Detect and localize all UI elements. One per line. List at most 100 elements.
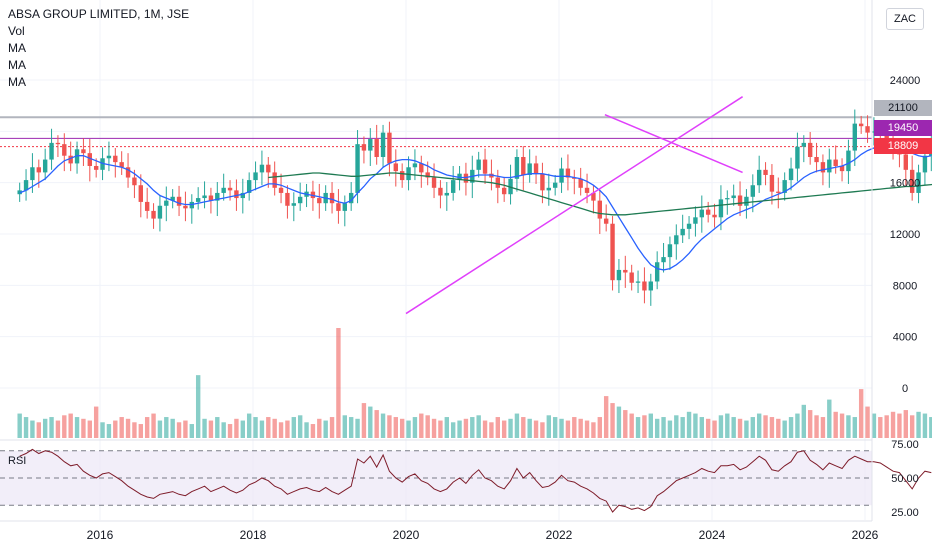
volume-bar <box>49 417 54 438</box>
volume-bar <box>202 418 207 438</box>
candle-body <box>922 155 928 173</box>
volume-bar <box>74 417 80 438</box>
volume-bar <box>572 417 577 438</box>
volume-bar <box>629 413 634 438</box>
volume-bar <box>144 417 150 438</box>
volume-bar <box>164 417 169 438</box>
volume-bar <box>17 413 22 438</box>
volume-bar <box>125 418 131 438</box>
candle-body <box>291 203 296 206</box>
candle-body <box>705 209 711 215</box>
candle-body <box>132 177 137 186</box>
volume-bar <box>285 420 290 438</box>
candle-body <box>731 195 736 199</box>
candle-body <box>476 159 481 170</box>
volume-bar <box>227 424 233 438</box>
volume-bar <box>444 417 449 438</box>
volume-bar <box>807 410 813 438</box>
volume-bar <box>744 420 749 438</box>
candle-body <box>93 165 99 170</box>
volume-bar <box>680 417 685 438</box>
volume-bar <box>189 424 194 438</box>
price-tick-label: 0 <box>902 383 908 395</box>
candle-body <box>584 187 590 193</box>
candle-body <box>125 167 131 178</box>
symbol-title[interactable]: ABSA GROUP LIMITED, 1M, JSE <box>8 7 190 21</box>
candle-body <box>674 235 679 245</box>
candle-body <box>297 196 303 204</box>
candle-body <box>916 172 921 193</box>
candle-body <box>546 187 551 191</box>
year-tick-label: 2016 <box>87 528 114 542</box>
volume-bar <box>546 415 551 438</box>
candle-body <box>208 195 214 201</box>
candle-body <box>419 163 424 173</box>
volume-bar <box>42 418 48 438</box>
volume-bar <box>559 418 564 438</box>
volume-bar <box>119 417 124 438</box>
candle-body <box>246 180 252 193</box>
indicator-ma-2[interactable]: MA <box>8 58 26 72</box>
candle-body <box>871 131 877 133</box>
candle-body <box>444 192 449 196</box>
volume-bar <box>584 420 590 438</box>
volume-bar <box>457 420 462 438</box>
volume-bar <box>565 420 571 438</box>
candle-body <box>151 210 156 219</box>
volume-bar <box>540 422 545 438</box>
candle-body <box>648 281 653 291</box>
volume-bar <box>591 422 596 438</box>
candle-body <box>756 169 762 186</box>
volume-bar <box>208 420 214 438</box>
candle-body <box>317 198 322 204</box>
candle-body <box>540 173 545 191</box>
candle-body <box>737 195 743 206</box>
volume-bar <box>718 415 724 438</box>
volume-bar <box>272 418 277 438</box>
candle-body <box>266 164 271 173</box>
volume-bar <box>151 413 156 438</box>
candle-body <box>227 187 233 191</box>
candle-body <box>240 192 245 199</box>
indicator-vol[interactable]: Vol <box>8 24 25 38</box>
candle-body <box>253 172 258 181</box>
volume-bar <box>431 418 437 438</box>
volume-bar <box>756 413 762 438</box>
volume-bar <box>374 410 379 438</box>
candle-body <box>603 218 609 224</box>
volume-bar <box>463 418 469 438</box>
candle-body <box>183 205 188 209</box>
ma-fast-line <box>19 143 932 271</box>
volume-bar <box>176 422 182 438</box>
indicator-ma-3[interactable]: MA <box>8 75 26 89</box>
price-tick-label: 4000 <box>893 332 917 344</box>
volume-bar <box>514 413 520 438</box>
volume-bar <box>132 422 137 438</box>
volume-bar <box>527 418 532 438</box>
currency-button[interactable]: ZAC <box>886 8 924 30</box>
volume-bar <box>36 422 41 438</box>
candle-body <box>42 159 48 173</box>
rsi-label[interactable]: RSI <box>8 455 27 467</box>
rsi-line <box>19 448 932 513</box>
indicator-ma-1[interactable]: MA <box>8 41 26 55</box>
volume-bar <box>616 406 622 438</box>
candle-body <box>527 163 532 175</box>
volume-bar <box>329 417 335 438</box>
candle-body <box>221 187 226 193</box>
legend: ABSA GROUP LIMITED, 1M, JSE Vol MA MA MA <box>8 6 189 91</box>
axes: 24000 16000 12000 8000 4000 0 75.00 50.00 25.00 2… <box>87 0 920 542</box>
volume-bar <box>750 417 755 438</box>
candle-body <box>431 177 437 188</box>
candle-body <box>533 163 539 174</box>
volume-bar <box>610 403 615 438</box>
volume-bar <box>858 389 864 438</box>
volume-bar <box>731 417 736 438</box>
candle-body <box>482 159 488 174</box>
volume-bar <box>578 418 583 438</box>
volume-bar <box>368 406 373 438</box>
candle-body <box>661 257 666 263</box>
candle-body <box>827 159 832 173</box>
candle-body <box>807 142 813 157</box>
price-tag-19450: 19450 <box>874 120 932 136</box>
